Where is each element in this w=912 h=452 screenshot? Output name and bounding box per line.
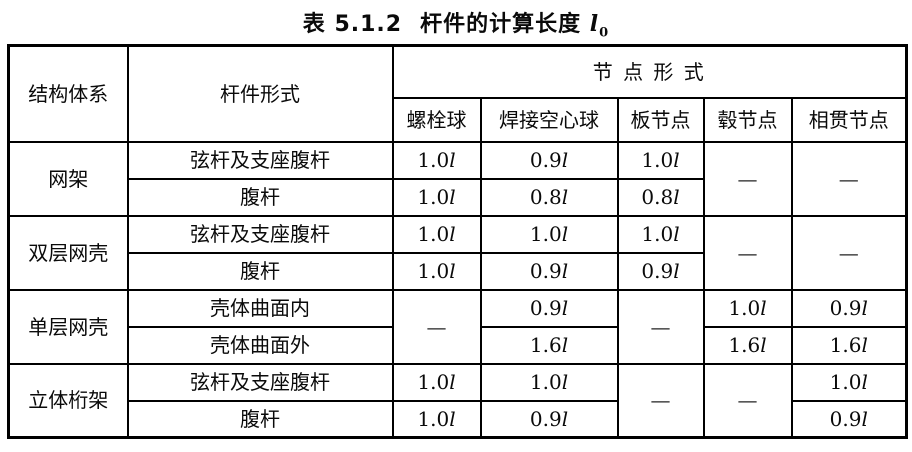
cell-value: 1.0l [391, 140, 482, 180]
table-number: 表 5.1.2 [302, 12, 403, 37]
calc-length-table: 结构体系 杆件形式 节 点 形 式 螺栓球 焊接空心球 板节点 毂节点 相贯节点… [7, 44, 909, 439]
header-welded-hollow-ball: 焊接空心球 [479, 96, 619, 143]
cell-member: 弦杆及支座腹杆 [126, 362, 394, 402]
table-row: 立体桁架 弦杆及支座腹杆 1.0l 1.0l — — 1.0l [7, 362, 908, 439]
table-title: 表 5.1.2 杆件的计算长度 l0 [0, 6, 912, 40]
cell-dash: — [702, 214, 793, 291]
cell-system: 单层网壳 [7, 288, 129, 365]
table-row: 双层网壳 弦杆及支座腹杆 1.0l 1.0l 1.0l — — [7, 214, 908, 291]
cell-value: 0.9l [479, 288, 619, 328]
cell-value: 1.0l [790, 362, 908, 402]
cell-member: 壳体曲面内 [126, 288, 394, 328]
cell-dash: — [790, 214, 908, 291]
cell-dash: — [616, 362, 705, 439]
header-intersecting-joint: 相贯节点 [790, 96, 908, 143]
header-member-type: 杆件形式 [126, 44, 394, 143]
cell-value: 1.0l [479, 214, 619, 254]
cell-member: 壳体曲面外 [126, 325, 394, 365]
cell-value: 1.0l [391, 214, 482, 254]
table-row: 腹杆 1.0l 0.9l 0.9l [9, 399, 908, 439]
cell-dash: — [702, 140, 793, 217]
cell-system: 双层网壳 [7, 214, 129, 291]
cell-value: 1.0l [391, 251, 482, 291]
cell-value: 1.6l [479, 325, 619, 365]
table-caption: 杆件的计算长度 [420, 12, 582, 37]
cell-value: 1.0l [616, 214, 705, 254]
cell-value: 0.9l [479, 140, 619, 180]
table-row: 单层网壳 壳体曲面内 — 0.9l — 1.0l 0.9l [7, 288, 908, 365]
header-joint-type-group: 节 点 形 式 [391, 44, 908, 99]
cell-dash: — [391, 288, 482, 365]
table-row: 壳体曲面外 1.6l 1.6l 1.6l [9, 325, 908, 365]
cell-dash: — [790, 140, 908, 217]
cell-dash: — [616, 288, 705, 365]
cell-value: 0.9l [790, 399, 908, 439]
table-row: 网架 弦杆及支座腹杆 1.0l 0.9l 1.0l — — [7, 140, 908, 217]
cell-value: 1.0l [479, 362, 619, 402]
cell-value: 0.8l [616, 177, 705, 217]
cell-member: 弦杆及支座腹杆 [126, 140, 394, 180]
table-row: 腹杆 1.0l 0.9l 0.9l [9, 251, 907, 291]
cell-system: 网架 [7, 140, 129, 217]
header-structural-system: 结构体系 [7, 44, 129, 143]
cell-value: 0.9l [790, 288, 908, 328]
cell-value: 0.9l [616, 251, 705, 291]
cell-value: 1.0l [391, 399, 482, 439]
cell-value: 0.8l [479, 177, 619, 217]
cell-value: 0.9l [479, 399, 619, 439]
cell-system: 立体桁架 [7, 362, 129, 439]
header-plate-joint: 板节点 [616, 96, 705, 143]
cell-value: 1.0l [616, 140, 705, 180]
cell-value: 0.9l [479, 251, 619, 291]
length-symbol: l0 [589, 11, 610, 41]
header-bolted-ball: 螺栓球 [391, 96, 482, 143]
cell-member: 腹杆 [126, 251, 394, 291]
cell-dash: — [702, 362, 793, 439]
cell-member: 腹杆 [126, 399, 394, 439]
cell-value: 1.0l [391, 362, 482, 402]
cell-value: 1.0l [391, 177, 482, 217]
header-hub-joint: 毂节点 [702, 96, 793, 143]
cell-member: 弦杆及支座腹杆 [126, 214, 394, 254]
cell-value: 1.0l [702, 288, 793, 328]
table-row: 腹杆 1.0l 0.8l 0.8l [9, 177, 907, 217]
cell-value: 1.6l [790, 325, 908, 365]
cell-member: 腹杆 [126, 177, 394, 217]
cell-value: 1.6l [702, 325, 793, 365]
